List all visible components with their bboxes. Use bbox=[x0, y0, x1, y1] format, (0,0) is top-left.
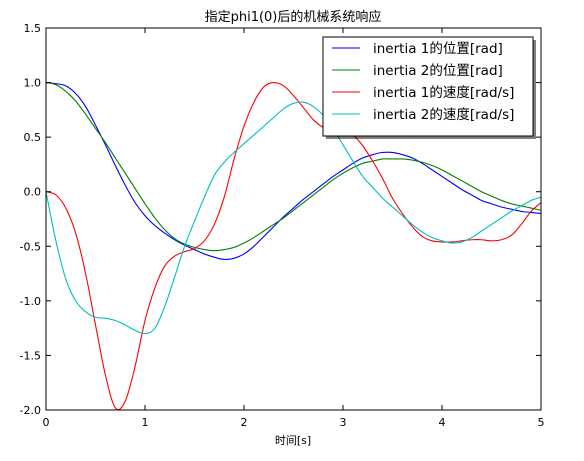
legend-label-2: inertia 2的位置[rad] bbox=[373, 63, 503, 79]
chart-title: 指定phi1(0)后的机械系统响应 bbox=[205, 9, 382, 25]
axis-ticks bbox=[45, 27, 542, 411]
y-tick-label: 0.0 bbox=[24, 186, 42, 199]
series-line-2 bbox=[46, 82, 541, 252]
x-tick-label: 4 bbox=[439, 416, 446, 429]
legend-label-4: inertia 2的速度[rad/s] bbox=[373, 107, 514, 123]
legend-box bbox=[322, 36, 534, 137]
x-tick-labels: 0 1 2 3 4 5 bbox=[43, 416, 545, 429]
x-axis-label: 时间[s] bbox=[275, 434, 311, 447]
plot-frame bbox=[45, 27, 542, 411]
x-tick-label: 5 bbox=[538, 416, 545, 429]
series-line-1 bbox=[46, 82, 541, 260]
y-tick-label: -1.0 bbox=[20, 295, 41, 308]
plot-area bbox=[46, 82, 541, 410]
legend: inertia 1的位置[rad] inertia 2的位置[rad] inerti… bbox=[322, 36, 536, 139]
y-tick-label: -1.5 bbox=[20, 349, 41, 362]
x-tick-label: 2 bbox=[241, 416, 248, 429]
x-tick-label: 3 bbox=[340, 416, 347, 429]
y-tick-label: 1.0 bbox=[24, 77, 42, 90]
y-tick-label: 1.5 bbox=[24, 22, 42, 35]
y-tick-labels: -2.0 -1.5 -1.0 -0.5 0.0 0.5 1.0 1.5 bbox=[20, 22, 41, 417]
legend-label-3: inertia 1的速度[rad/s] bbox=[373, 85, 514, 101]
series-line-4 bbox=[46, 101, 541, 335]
series-line-3 bbox=[46, 82, 541, 410]
y-tick-label: -0.5 bbox=[20, 240, 41, 253]
y-tick-label: 0.5 bbox=[24, 131, 42, 144]
legend-label-1: inertia 1的位置[rad] bbox=[373, 41, 503, 57]
x-tick-label: 1 bbox=[142, 416, 149, 429]
x-tick-label: 0 bbox=[43, 416, 50, 429]
y-tick-label: -2.0 bbox=[20, 404, 41, 417]
